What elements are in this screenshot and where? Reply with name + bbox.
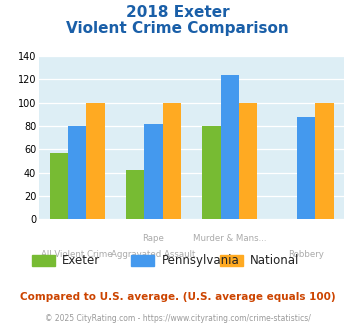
Bar xyxy=(221,75,239,219)
Text: All Violent Crime: All Violent Crime xyxy=(42,250,113,259)
Bar xyxy=(144,124,163,219)
Bar xyxy=(163,103,181,219)
Text: Compared to U.S. average. (U.S. average equals 100): Compared to U.S. average. (U.S. average … xyxy=(20,292,335,302)
Text: Aggravated Assault: Aggravated Assault xyxy=(111,250,196,259)
Text: National: National xyxy=(250,254,300,267)
Text: 2018 Exeter: 2018 Exeter xyxy=(126,5,229,20)
Text: Pennsylvania: Pennsylvania xyxy=(162,254,239,267)
Text: Rape: Rape xyxy=(143,234,164,243)
Bar xyxy=(50,153,68,219)
Bar xyxy=(297,117,315,219)
Bar xyxy=(68,126,86,219)
Bar xyxy=(86,103,105,219)
Text: Exeter: Exeter xyxy=(62,254,100,267)
Bar xyxy=(239,103,257,219)
Bar xyxy=(126,170,144,219)
Text: Robbery: Robbery xyxy=(288,250,324,259)
Text: © 2025 CityRating.com - https://www.cityrating.com/crime-statistics/: © 2025 CityRating.com - https://www.city… xyxy=(45,314,310,323)
Text: Murder & Mans...: Murder & Mans... xyxy=(193,234,267,243)
Bar xyxy=(202,126,221,219)
Bar xyxy=(315,103,334,219)
Text: Violent Crime Comparison: Violent Crime Comparison xyxy=(66,21,289,36)
